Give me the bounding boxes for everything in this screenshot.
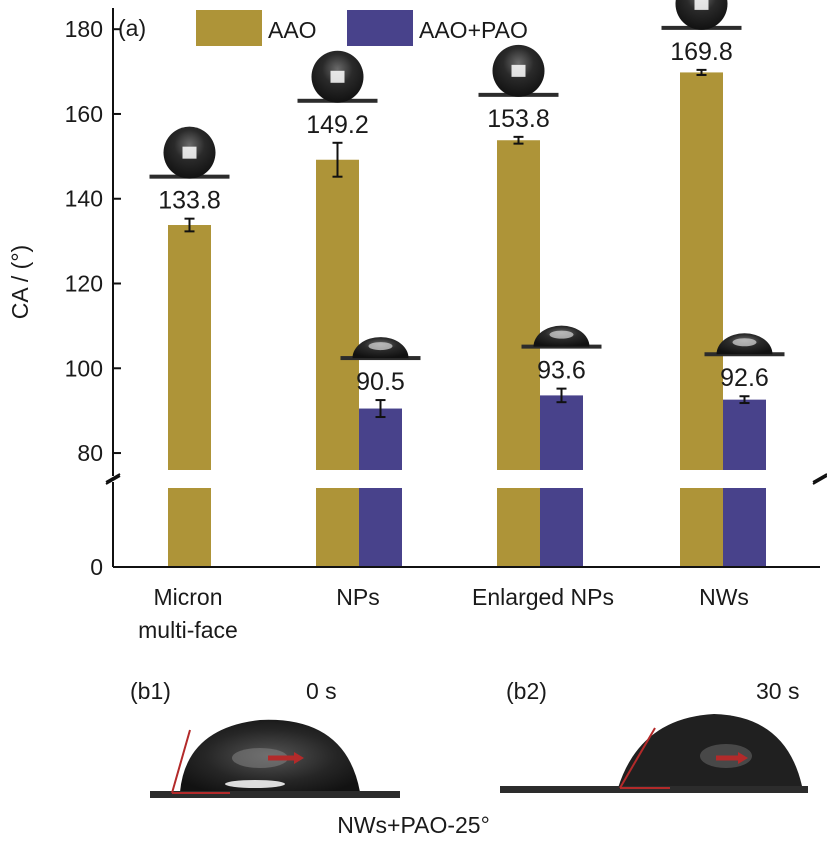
y-tick-label: 120 (65, 271, 103, 297)
error-bar (696, 68, 707, 76)
panel-b1-time: 0 s (306, 678, 337, 704)
legend-label: AAO+PAO (419, 17, 528, 43)
error-bar (332, 141, 343, 178)
x-tick-label: Enlarged NPs (472, 584, 614, 610)
y-tick-label: 100 (65, 355, 103, 381)
substrate-line (500, 786, 808, 793)
droplet-image (340, 337, 421, 361)
y-tick-label: 140 (65, 186, 103, 212)
y-tick-label: 80 (77, 440, 103, 466)
droplet-photo-b1 (150, 700, 400, 805)
error-bar (375, 399, 386, 419)
x-tick-label: Micron (153, 584, 222, 610)
droplet-image (478, 44, 559, 97)
droplet-image (704, 333, 785, 357)
bar-aao-1 (316, 159, 359, 471)
bar-lower-0-1 (316, 488, 359, 567)
bar-aao-3 (680, 72, 723, 470)
y-tick-label: 160 (65, 101, 103, 127)
substrate-line (150, 791, 400, 798)
bar-lower-1-2 (540, 488, 583, 567)
data-label: 93.6 (537, 357, 586, 385)
legend-swatch (196, 10, 262, 46)
error-bar (739, 395, 750, 405)
droplet-shape (618, 714, 802, 788)
droplet-image (297, 50, 378, 103)
error-bar (556, 387, 567, 404)
x-tick-label: NPs (336, 584, 379, 610)
y-tick-label: 0 (90, 554, 103, 580)
panel-b2-time: 30 s (756, 678, 800, 704)
bar-aao-0 (168, 225, 211, 470)
bar-aao-pao-3 (723, 399, 766, 470)
panel-b1-label: (b1) (130, 678, 171, 704)
bar-lower-0-2 (497, 488, 540, 567)
panel-b2-label: (b2) (506, 678, 547, 704)
bar-aao-2 (497, 140, 540, 471)
bar-aao-pao-2 (540, 395, 583, 470)
data-label: 149.2 (306, 111, 369, 139)
legend-swatch (347, 10, 413, 46)
data-label: 90.5 (356, 368, 405, 396)
data-label: 153.8 (487, 105, 550, 133)
data-label: 169.8 (670, 38, 733, 66)
droplet-image (521, 325, 602, 349)
error-bar (184, 217, 195, 233)
panel-a-label: (a) (118, 15, 146, 41)
bar-lower-0-0 (168, 488, 211, 567)
legend-label: AAO (268, 17, 317, 43)
x-tick-label: NWs (699, 584, 749, 610)
bar-lower-0-3 (680, 488, 723, 567)
x-tick-label: multi-face (138, 617, 238, 643)
error-bar (513, 135, 524, 145)
axis-break-mark (812, 475, 827, 485)
y-axis-label: CA / (°) (7, 245, 33, 319)
bar-lower-1-3 (723, 488, 766, 567)
bar-lower-1-1 (359, 488, 402, 567)
figure-caption: NWs+PAO-25° (337, 812, 490, 838)
y-tick-label: 180 (65, 16, 103, 42)
bar-aao-pao-1 (359, 408, 402, 470)
droplet-photo-b2 (500, 700, 808, 805)
axis-break-mark (105, 473, 121, 483)
contact-angle-line (171, 729, 191, 794)
axis-break-mark (812, 473, 827, 483)
droplet-image (661, 0, 742, 30)
data-label: 133.8 (158, 187, 221, 215)
contact-angle-chart: 133.8 149.2 153.8 169.8 90.5 93.6 92.6 80 100 12… (7, 0, 827, 643)
axis-break-mark (105, 475, 121, 485)
contact-angle-line (619, 727, 656, 789)
droplet-image (149, 126, 230, 179)
data-label: 92.6 (720, 364, 769, 392)
